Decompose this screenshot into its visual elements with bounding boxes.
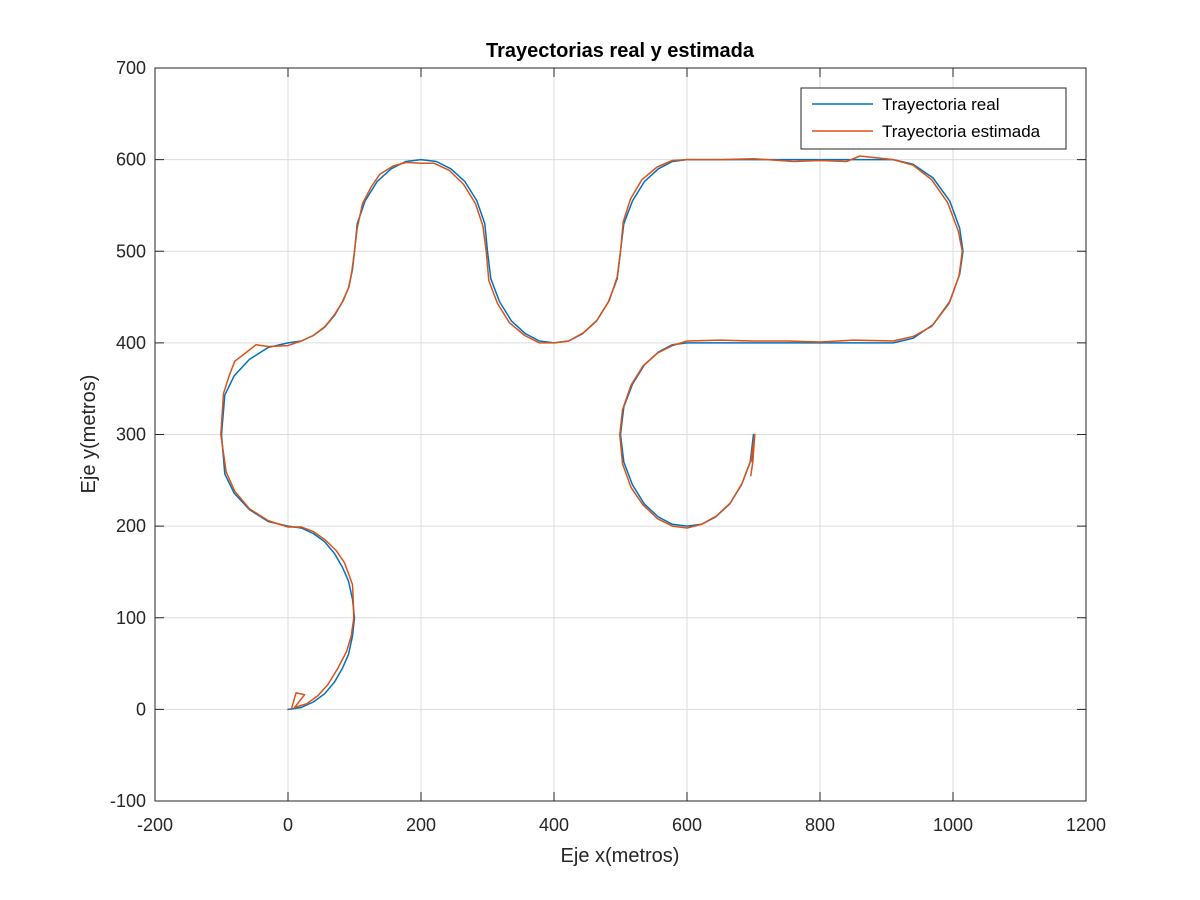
y-axis-label: Eje y(metros) bbox=[78, 375, 100, 494]
chart-title: Trayectorias real y estimada bbox=[486, 40, 755, 62]
x-tick-label: 400 bbox=[539, 815, 569, 835]
x-tick-label: 200 bbox=[406, 815, 436, 835]
x-tick-label: 1000 bbox=[933, 815, 973, 835]
y-tick-label: 700 bbox=[116, 58, 146, 78]
y-tick-label: 100 bbox=[116, 608, 146, 628]
y-tick-label: 500 bbox=[116, 241, 146, 261]
series-line-estimated bbox=[220, 155, 964, 711]
legend-label-estimated: Trayectoria estimada bbox=[882, 122, 1041, 141]
y-tick-label: -100 bbox=[110, 791, 146, 811]
x-axis-label: Eje x(metros) bbox=[561, 845, 680, 867]
y-tick-label: 300 bbox=[116, 425, 146, 445]
legend: Trayectoria real Trayectoria estimada bbox=[800, 87, 1067, 150]
y-tick-label: 0 bbox=[136, 699, 146, 719]
y-tick-label: 200 bbox=[116, 516, 146, 536]
ticks bbox=[154, 67, 1087, 802]
x-tick-label: 1200 bbox=[1066, 815, 1106, 835]
legend-label-real: Trayectoria real bbox=[882, 95, 999, 114]
tick-labels: -200 0 200 400 600 800 1000 1200 -100 0 100 200 300 4… bbox=[110, 58, 1106, 835]
x-tick-label: -200 bbox=[137, 815, 173, 835]
y-tick-label: 400 bbox=[116, 333, 146, 353]
x-tick-label: 0 bbox=[283, 815, 293, 835]
x-tick-label: 600 bbox=[672, 815, 702, 835]
legend-box bbox=[800, 87, 1067, 150]
x-tick-label: 800 bbox=[805, 815, 835, 835]
y-tick-label: 600 bbox=[116, 150, 146, 170]
series-layer bbox=[220, 155, 964, 711]
